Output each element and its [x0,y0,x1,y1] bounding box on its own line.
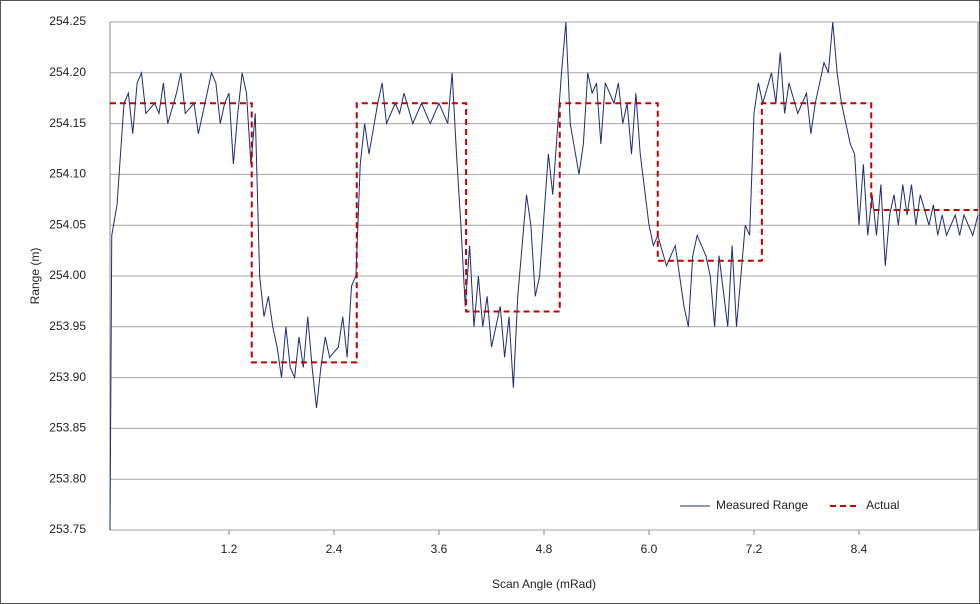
legend-label: Measured Range [716,498,808,512]
y-tick-label: 253.95 [49,319,86,333]
data-line [110,102,978,364]
x-tick-label: 4.8 [536,542,553,556]
y-tick-label: 253.90 [49,370,86,384]
y-tick-label: 253.80 [49,471,86,485]
x-tick-label: 1.2 [221,542,238,556]
legend-label: Actual [866,498,899,512]
x-tick-label: 8.4 [851,542,868,556]
y-tick-label: 254.05 [49,217,86,231]
y-tick-label: 253.75 [49,522,86,536]
y-tick-label: 254.20 [49,65,86,79]
x-tick-label: 6.0 [641,542,658,556]
x-tick-label: 7.2 [746,542,763,556]
y-tick-label: 254.15 [49,116,86,130]
y-tick-label: 254.25 [49,14,86,28]
x-axis-label: Scan Angle (mRad) [492,577,596,591]
y-axis-label: Range (m) [28,248,42,305]
y-tick-label: 253.85 [49,421,86,435]
x-tick-label: 2.4 [326,542,343,556]
y-tick-label: 254.00 [49,268,86,282]
x-tick-label: 3.6 [431,542,448,556]
y-tick-label: 254.10 [49,167,86,181]
